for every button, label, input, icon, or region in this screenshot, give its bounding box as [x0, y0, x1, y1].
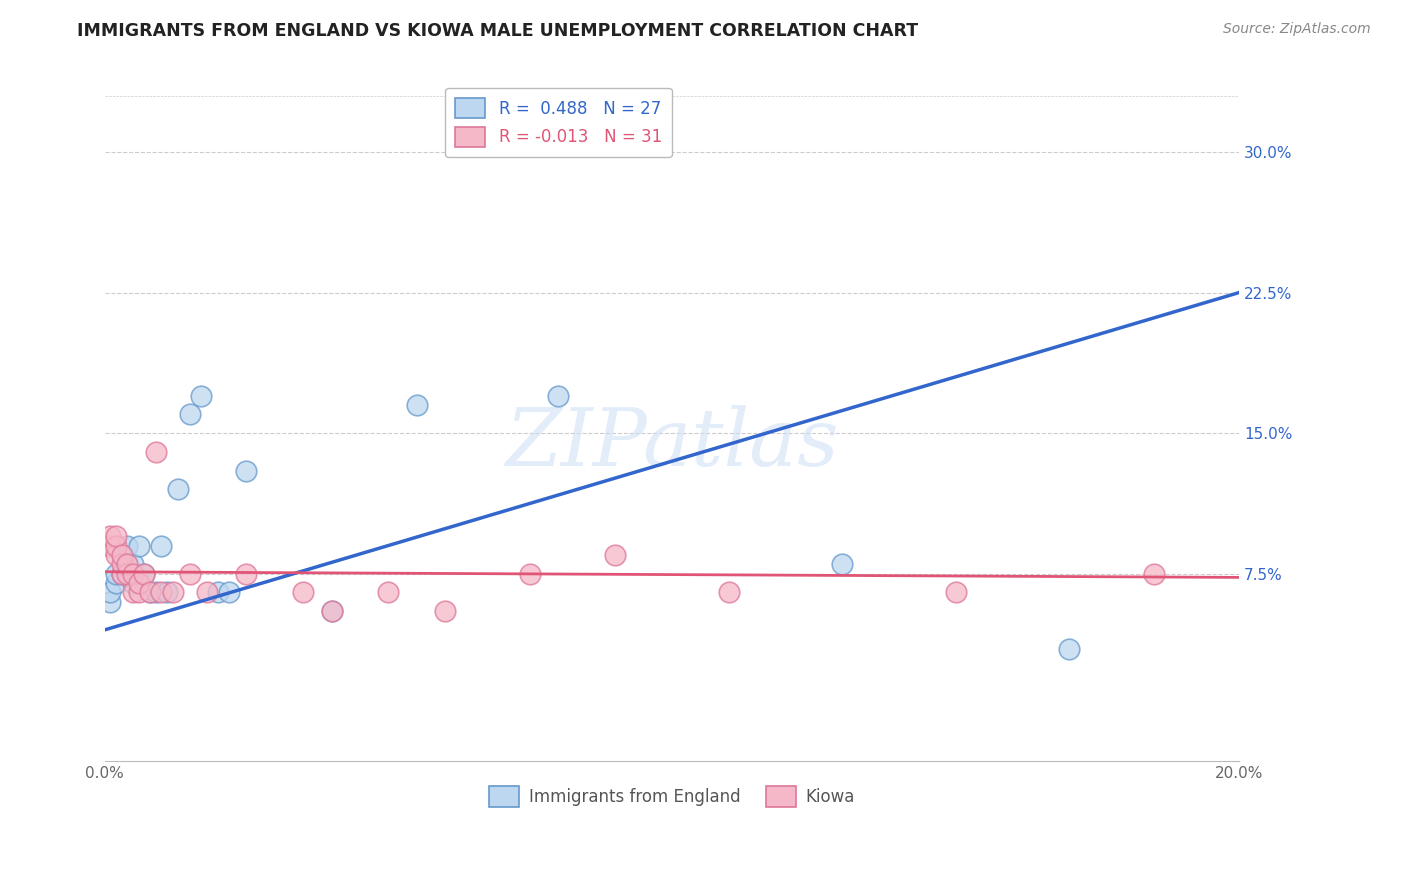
Point — [945, 585, 967, 599]
Point — [139, 585, 162, 599]
Point — [105, 566, 128, 581]
Point — [150, 585, 173, 599]
Point — [117, 558, 139, 572]
Point — [98, 595, 121, 609]
Point — [321, 604, 343, 618]
Point — [519, 566, 541, 581]
Point — [405, 398, 427, 412]
Point — [105, 576, 128, 591]
Point — [122, 576, 145, 591]
Point — [235, 566, 257, 581]
Point — [547, 389, 569, 403]
Point — [218, 585, 240, 599]
Point — [117, 558, 139, 572]
Point — [111, 566, 134, 581]
Text: Source: ZipAtlas.com: Source: ZipAtlas.com — [1223, 22, 1371, 37]
Point — [1057, 641, 1080, 656]
Point — [111, 548, 134, 562]
Point — [321, 604, 343, 618]
Point — [434, 604, 457, 618]
Point — [128, 539, 150, 553]
Point — [377, 585, 399, 599]
Point — [717, 585, 740, 599]
Point — [145, 585, 167, 599]
Point — [162, 585, 184, 599]
Point — [134, 566, 156, 581]
Point — [145, 445, 167, 459]
Point — [98, 529, 121, 543]
Point — [117, 539, 139, 553]
Point — [98, 539, 121, 553]
Point — [105, 548, 128, 562]
Point — [98, 585, 121, 599]
Point — [207, 585, 229, 599]
Point — [117, 566, 139, 581]
Point — [150, 539, 173, 553]
Legend: Immigrants from England, Kiowa: Immigrants from England, Kiowa — [482, 780, 862, 814]
Point — [1143, 566, 1166, 581]
Point — [195, 585, 218, 599]
Point — [111, 548, 134, 562]
Point — [111, 566, 134, 581]
Point — [111, 558, 134, 572]
Text: ZIPatlas: ZIPatlas — [505, 405, 839, 483]
Point — [156, 585, 179, 599]
Point — [831, 558, 853, 572]
Point — [128, 576, 150, 591]
Point — [105, 529, 128, 543]
Point — [235, 464, 257, 478]
Point — [179, 566, 201, 581]
Point — [179, 408, 201, 422]
Point — [122, 585, 145, 599]
Point — [190, 389, 212, 403]
Point — [105, 539, 128, 553]
Point — [292, 585, 315, 599]
Point — [167, 483, 190, 497]
Text: IMMIGRANTS FROM ENGLAND VS KIOWA MALE UNEMPLOYMENT CORRELATION CHART: IMMIGRANTS FROM ENGLAND VS KIOWA MALE UN… — [77, 22, 918, 40]
Point — [139, 585, 162, 599]
Point — [122, 566, 145, 581]
Point — [134, 566, 156, 581]
Point — [122, 558, 145, 572]
Point — [605, 548, 627, 562]
Point — [128, 585, 150, 599]
